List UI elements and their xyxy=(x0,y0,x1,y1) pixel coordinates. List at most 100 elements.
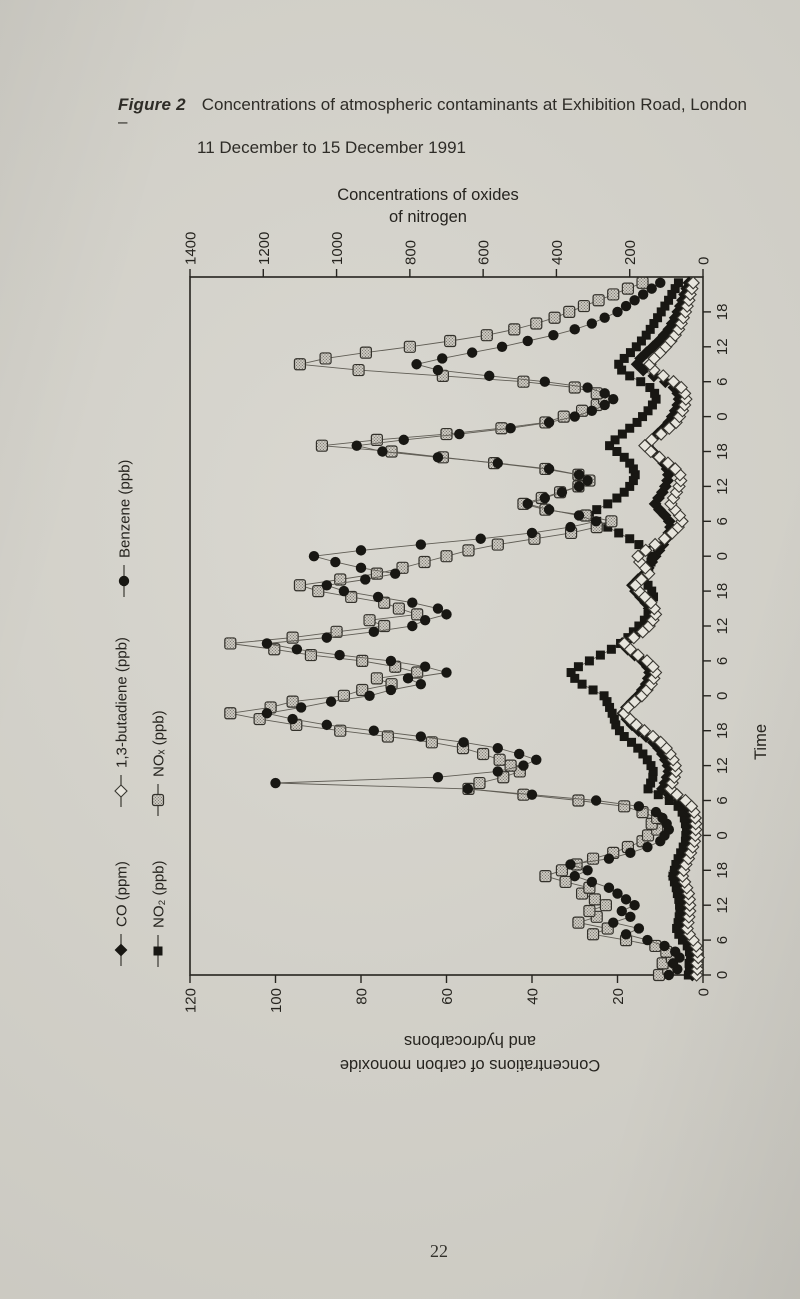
nox-marker xyxy=(592,294,605,307)
no2-marker xyxy=(664,295,674,305)
nox-axis-tick-label: 800 xyxy=(402,240,419,265)
no2-marker xyxy=(648,766,658,776)
benzene-marker xyxy=(261,638,273,649)
nox-marker xyxy=(312,584,325,598)
legend-item xyxy=(118,565,130,597)
no2-marker xyxy=(660,301,670,311)
time-axis-tick-label: 0 xyxy=(714,412,731,420)
no2-marker xyxy=(648,772,658,782)
nox-marker xyxy=(477,747,490,761)
legend-label: CO (ppm) xyxy=(114,861,131,927)
benzene-marker xyxy=(629,295,640,306)
benzene-marker xyxy=(398,434,409,446)
no2-marker xyxy=(610,435,620,445)
legend-item xyxy=(114,775,128,807)
benzene-marker xyxy=(625,911,636,923)
no2-marker xyxy=(614,359,624,369)
benzene-marker xyxy=(402,673,414,684)
nox-marker xyxy=(508,323,521,336)
time-axis-tick-label: 0 xyxy=(714,971,731,979)
benzene-marker xyxy=(321,632,332,643)
no2-marker xyxy=(667,289,677,299)
benzene-marker xyxy=(419,661,431,672)
benzene-marker xyxy=(458,737,469,748)
nox-marker xyxy=(330,625,343,638)
benzene-marker xyxy=(496,341,508,352)
nox-marker xyxy=(334,724,347,737)
legend-label: NOₓ (ppb) xyxy=(151,710,168,777)
no2-marker xyxy=(625,371,635,381)
benzene-marker xyxy=(539,376,551,387)
time-axis-tick-label: 6 xyxy=(714,796,731,804)
butadiene-marker xyxy=(627,694,642,709)
benzene-marker xyxy=(637,289,649,300)
nox-marker xyxy=(224,707,237,720)
benzene-marker xyxy=(608,393,619,405)
benzene-marker xyxy=(513,748,525,760)
benzene-marker xyxy=(377,446,388,457)
nox-axis-title: of nitrogen xyxy=(389,208,467,226)
nox-marker xyxy=(268,643,281,656)
no2-marker xyxy=(605,441,615,451)
benzene-marker xyxy=(620,894,632,905)
nox-marker xyxy=(517,375,530,388)
benzene-marker xyxy=(612,888,623,899)
benzene-marker xyxy=(390,568,401,579)
benzene-marker xyxy=(321,580,332,591)
benzene-marker xyxy=(355,562,367,574)
no2-marker xyxy=(638,749,648,759)
no2-marker xyxy=(641,330,651,340)
nox-axis-tick-label: 1400 xyxy=(183,232,200,265)
nox-marker xyxy=(557,410,570,423)
nox-marker xyxy=(378,619,391,633)
benzene-marker xyxy=(608,917,619,928)
legend-item xyxy=(151,784,165,816)
series-open-diamond xyxy=(617,276,706,982)
benzene-marker xyxy=(295,702,307,713)
nox-marker xyxy=(440,427,453,441)
benzene-marker xyxy=(586,876,598,888)
no2-marker xyxy=(595,650,605,660)
butadiene-marker xyxy=(652,450,667,465)
benzene-marker xyxy=(526,527,538,539)
butadiene-marker xyxy=(631,648,645,662)
benzene-marker xyxy=(548,329,559,341)
no2-marker xyxy=(632,417,642,427)
benzene-marker xyxy=(505,423,516,434)
benzene-marker xyxy=(484,370,495,382)
no2-marker xyxy=(633,743,643,753)
co-marker xyxy=(661,468,675,482)
nox-marker xyxy=(293,579,307,592)
nox-marker xyxy=(370,672,383,685)
benzene-marker xyxy=(466,347,478,358)
time-axis-tick-label: 0 xyxy=(714,692,731,700)
nox-marker xyxy=(151,793,165,807)
no2-marker xyxy=(619,452,629,462)
butadiene-marker xyxy=(644,433,659,447)
benzene-marker xyxy=(543,417,555,428)
nox-marker xyxy=(359,346,372,359)
benzene-marker xyxy=(432,603,444,614)
no2-marker xyxy=(673,278,683,288)
no2-marker xyxy=(577,679,587,689)
benzene-marker xyxy=(569,411,580,422)
benzene-marker xyxy=(539,492,551,504)
time-axis-tick-label: 12 xyxy=(714,757,731,774)
co-hc-axis-tick-label: 80 xyxy=(354,988,371,1005)
benzene-marker xyxy=(531,754,542,765)
butadiene-marker xyxy=(686,276,700,290)
nox-marker xyxy=(530,317,543,330)
benzene-marker xyxy=(642,841,653,853)
nox-marker xyxy=(605,515,618,528)
benzene-marker xyxy=(629,900,640,911)
co-hc-axis xyxy=(189,975,704,983)
time-axis-tick-label: 6 xyxy=(714,517,731,525)
no2-marker xyxy=(649,319,659,329)
benzene-marker xyxy=(351,440,362,451)
no2-marker xyxy=(625,534,635,544)
time-axis-tick-label: 6 xyxy=(714,936,731,944)
nox-axis-title: Concentrations of oxides xyxy=(337,186,519,204)
caption-line2: 11 December to 15 December 1991 xyxy=(197,138,467,157)
benzene-marker xyxy=(437,353,448,364)
nox-marker xyxy=(572,916,585,929)
